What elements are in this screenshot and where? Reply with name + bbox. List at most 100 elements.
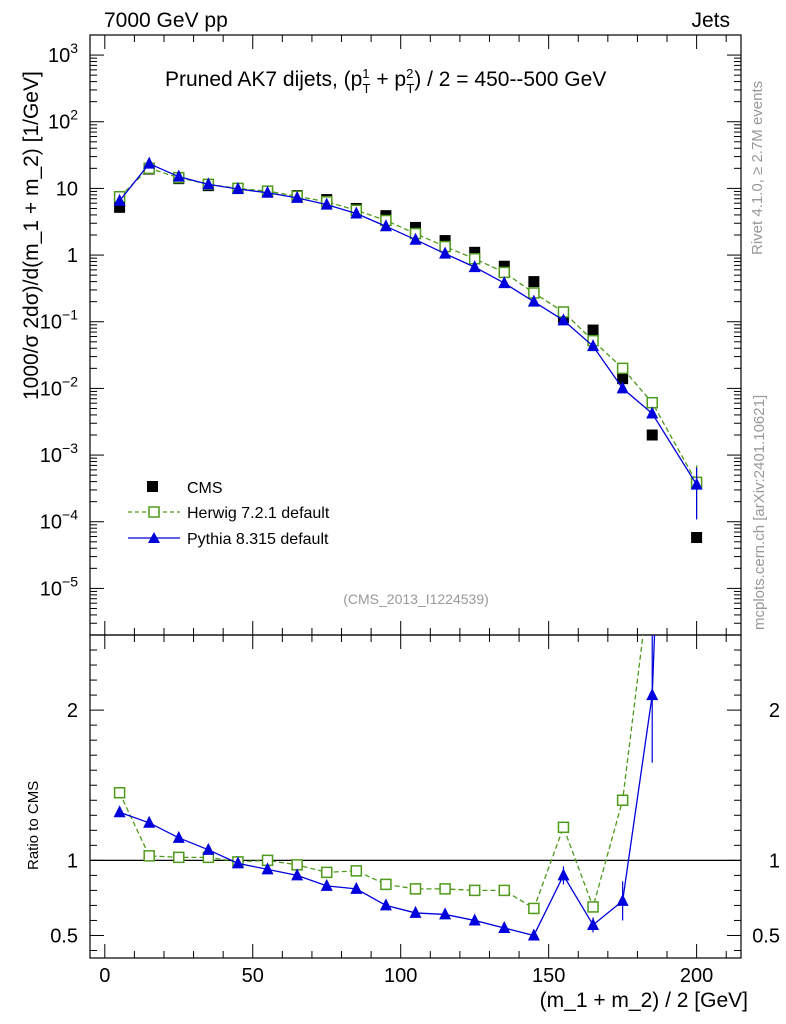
x-tick-label: 100 xyxy=(384,965,417,987)
ratio-y-axis-label: Ratio to CMS xyxy=(25,781,42,870)
y-tick-label: 10−2 xyxy=(40,373,78,400)
y-tick-label: 1 xyxy=(67,245,78,267)
ratio-y-tick-label: 0.5 xyxy=(50,925,78,947)
herwig-line xyxy=(119,167,698,483)
pythia-point xyxy=(527,294,540,307)
legend-cms-marker xyxy=(147,481,158,492)
pythia-ratio-point xyxy=(291,868,304,881)
cms-point xyxy=(469,246,481,258)
herwig-ratio-point xyxy=(320,866,333,879)
header-right: Jets xyxy=(691,9,730,32)
y-tick-label: 10 xyxy=(56,178,78,200)
ratio-y-tick-label: 2 xyxy=(67,700,78,722)
pythia-ratio-point xyxy=(320,878,333,891)
x-axis-label: (m_1 + m_2) / 2 [GeV] xyxy=(540,989,748,1012)
herwig-ratio-point xyxy=(113,786,126,799)
ratio-y-tick-label-right: 2 xyxy=(769,700,780,722)
pythia-ratio-point xyxy=(202,842,215,855)
pythia-point xyxy=(468,260,481,273)
pythia-point xyxy=(113,193,126,206)
cms-point xyxy=(691,532,703,544)
legend-pythia-label: Pythia 8.315 default xyxy=(187,531,329,548)
cms-point xyxy=(439,235,451,247)
pythia-ratio-point xyxy=(113,805,126,818)
y-tick-label: 10−1 xyxy=(40,307,78,334)
legend-herwig-marker xyxy=(148,506,160,518)
cms-point xyxy=(114,201,126,213)
cms-point xyxy=(587,324,599,336)
pythia-point xyxy=(291,190,304,203)
x-tick-label: 200 xyxy=(680,965,713,987)
pythia-point xyxy=(231,181,244,194)
legend-herwig-label: Herwig 7.2.1 default xyxy=(187,505,330,522)
pythia-ratio-point xyxy=(261,862,274,875)
herwig-ratio-point xyxy=(587,901,599,913)
rivet-label: Rivet 4.1.0, ≥ 2.7M events xyxy=(749,81,766,255)
pythia-point xyxy=(350,206,363,219)
herwig-ratio-point xyxy=(528,902,540,915)
herwig-point xyxy=(616,362,629,375)
pythia-line xyxy=(119,162,698,485)
pythia-ratio-point xyxy=(409,905,422,918)
pythia-ratio-point xyxy=(498,920,511,933)
axes: 0 50 100 150 20010−510−410−310−210−111010210… xyxy=(40,34,780,987)
herwig-ratio-point xyxy=(143,850,155,862)
ratio-y-tick-label-right: 0.5 xyxy=(752,925,780,947)
pythia-point xyxy=(261,185,274,198)
ratio-y-tick-label-right: 1 xyxy=(769,850,780,872)
herwig-ratio-point xyxy=(409,883,422,895)
cms-point xyxy=(498,260,510,272)
herwig-ratio-point xyxy=(350,865,363,877)
y-tick-label: 10−5 xyxy=(40,573,78,600)
pythia-point xyxy=(409,232,422,245)
y-tick-label: 10−4 xyxy=(40,507,78,534)
pythia-point xyxy=(143,156,156,169)
herwig-ratio-point xyxy=(380,878,392,891)
pythia-ratio-line xyxy=(119,635,656,937)
herwig-ratio-point xyxy=(439,883,451,895)
pythia-point xyxy=(498,276,511,289)
pythia-ratio-point xyxy=(557,868,570,881)
pythia-ratio-point xyxy=(527,928,540,941)
pythia-ratio-point xyxy=(172,830,185,843)
y-tick-label: 102 xyxy=(48,107,78,134)
herwig-ratio-point xyxy=(616,794,629,807)
x-tick-label: 0 xyxy=(99,965,110,987)
pythia-ratio-point xyxy=(379,898,392,911)
pythia-ratio-point xyxy=(646,688,659,701)
herwig-ratio-point xyxy=(173,851,185,864)
herwig-point xyxy=(646,396,658,409)
pythia-ratio-point xyxy=(468,913,481,926)
pythia-ratio-point xyxy=(350,881,363,894)
chart-title: Pruned AK7 dijets, (p1 T + p2 T) / 2 = 450… xyxy=(165,66,606,96)
pythia-ratio-point xyxy=(616,893,629,906)
header-left: 7000 GeV pp xyxy=(104,9,228,32)
pythia-point xyxy=(320,197,333,210)
pythia-point xyxy=(172,169,185,182)
series-layer xyxy=(113,156,703,941)
herwig-ratio-point xyxy=(557,821,570,834)
y-tick-label: 103 xyxy=(48,40,78,67)
pythia-point xyxy=(202,177,215,190)
cms-point xyxy=(528,276,540,288)
ratio-panel-frame xyxy=(89,634,742,959)
legend: CMS Herwig 7.2.1 default Pythia 8.315 de… xyxy=(128,480,330,548)
herwig-ratio-point xyxy=(647,555,657,565)
pythia-ratio-point xyxy=(587,917,600,930)
y-tick-label: 10−3 xyxy=(40,440,78,467)
x-tick-label: 50 xyxy=(242,965,264,987)
cms-point xyxy=(410,221,421,233)
herwig-ratio-point xyxy=(291,859,303,871)
x-tick-label: 150 xyxy=(532,965,565,987)
pythia-point xyxy=(646,406,659,419)
legend-cms-label: CMS xyxy=(187,480,223,497)
ratio-panel-series xyxy=(113,555,659,941)
mcplots-label: mcplots.cern.ch [arXiv:2401.10621] xyxy=(751,395,768,630)
pythia-ratio-point xyxy=(143,815,156,828)
herwig-ratio-point xyxy=(498,884,511,897)
ratio-y-tick-label: 1 xyxy=(67,850,78,872)
pythia-point xyxy=(587,339,600,352)
pythia-point xyxy=(616,381,629,394)
legend-pythia-marker xyxy=(148,532,160,543)
